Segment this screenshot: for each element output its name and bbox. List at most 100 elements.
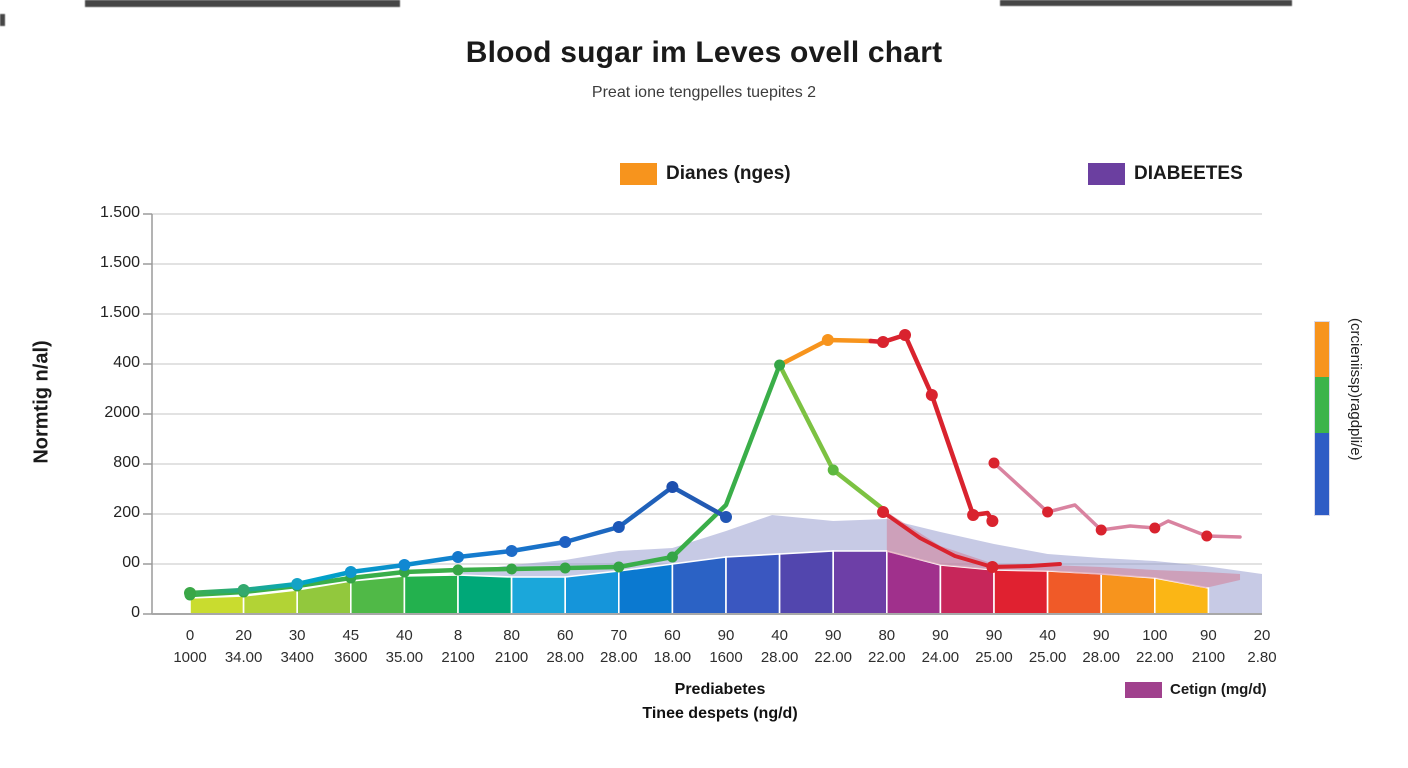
green-line-marker bbox=[559, 562, 571, 574]
legend-label-dianes: Dianes (nges) bbox=[666, 163, 791, 184]
colorbar-segment bbox=[1315, 377, 1329, 433]
x-tick-label-row1: 90 bbox=[985, 627, 1003, 644]
red-upper-line bbox=[868, 332, 995, 524]
x-tick-label-row2: 2100 bbox=[494, 649, 529, 666]
rainbow-bar bbox=[349, 575, 406, 615]
pink-line-marker bbox=[1042, 506, 1054, 518]
x-tick-label-row1: 0 bbox=[185, 627, 195, 644]
rainbow-bar bbox=[778, 550, 835, 615]
blue-line-marker bbox=[505, 545, 518, 557]
x-tick-label-row2: 2.80 bbox=[1247, 649, 1277, 666]
y-tick-label: 00 bbox=[122, 554, 140, 571]
rainbow-bar bbox=[564, 570, 620, 615]
right-colorbar bbox=[1315, 322, 1329, 515]
legend-swatch-dianes bbox=[620, 163, 657, 185]
legend-swatch-cetign bbox=[1125, 682, 1162, 698]
rose-area bbox=[886, 512, 1241, 588]
x-tick-label-row1: 100 bbox=[1142, 627, 1168, 644]
rainbow-bar bbox=[403, 574, 459, 615]
x-tick-label-row1: 90 bbox=[1200, 627, 1217, 644]
x-tick-label-row2: 1600 bbox=[709, 649, 743, 666]
green-line-marker bbox=[506, 563, 518, 575]
green-line-marker bbox=[613, 561, 625, 573]
x-tick-label-row2: 28.00 bbox=[600, 649, 638, 666]
rainbow-bar bbox=[939, 564, 995, 615]
blue-line-marker bbox=[398, 559, 411, 571]
pink-line-marker bbox=[1149, 522, 1161, 534]
blue-line-marker bbox=[720, 511, 732, 523]
x-tick-label-row2: 28.00 bbox=[546, 649, 584, 666]
x-tick-label-row1: 45 bbox=[342, 627, 360, 644]
y-tick-label: 1.500 bbox=[99, 304, 140, 321]
x-tick-label-row1: 40 bbox=[1039, 627, 1056, 644]
pink-line bbox=[992, 461, 1242, 539]
rainbow-bar bbox=[725, 553, 781, 615]
blue-line-marker bbox=[559, 536, 572, 548]
rainbow-bar bbox=[189, 595, 245, 615]
x-tick-label-row2: 2100 bbox=[1191, 649, 1226, 666]
y-tick-label: 1.500 bbox=[99, 204, 140, 221]
legend-label-diabeetes: DIABEETES bbox=[1134, 163, 1243, 184]
chart-title: Blood sugar im Leves ovell chart bbox=[465, 36, 943, 69]
x-tick-label-row2: 3600 bbox=[334, 649, 368, 666]
x-tick-label-row1: 70 bbox=[610, 627, 628, 644]
x-tick-label-row2: 35.00 bbox=[385, 649, 424, 666]
x-tick-label-row2: 22.00 bbox=[868, 649, 906, 666]
x-tick-label-row2: 1000 bbox=[173, 649, 207, 666]
red-lower-line bbox=[881, 510, 1062, 569]
rainbow-bar bbox=[1046, 570, 1102, 615]
red-lower-line-marker bbox=[877, 506, 890, 518]
red-upper-line-marker bbox=[986, 515, 999, 527]
x-tick-label-row1: 8 bbox=[453, 627, 463, 644]
x-tick-label-row1: 90 bbox=[1092, 627, 1110, 644]
x-tick-label-row2: 18.00 bbox=[653, 649, 692, 666]
lightgreen-line-marker bbox=[827, 464, 839, 476]
y-tick-label: 0 bbox=[131, 604, 140, 621]
x-tick-label-row1: 80 bbox=[878, 627, 896, 644]
legend-swatch-diabeetes bbox=[1088, 163, 1125, 185]
y-tick-label: 2000 bbox=[104, 404, 140, 421]
x-axis-title-line2: Tinee despets (ng/d) bbox=[642, 705, 798, 722]
y-tick-label: 1.500 bbox=[99, 254, 140, 271]
x-tick-label-row2: 22.00 bbox=[814, 649, 852, 666]
chart-subtitle: Preat ione tengpelles tuepites 2 bbox=[591, 84, 817, 101]
x-tick-label-row1: 80 bbox=[503, 627, 520, 644]
x-tick-label-row2: 25.00 bbox=[975, 649, 1013, 666]
colorbar-segment bbox=[1315, 433, 1329, 515]
pink-line-marker bbox=[1201, 530, 1213, 542]
y-tick-label: 800 bbox=[113, 454, 140, 471]
x-tick-label-row1: 30 bbox=[288, 627, 306, 644]
pink-line-marker bbox=[988, 457, 1000, 469]
red-upper-line-marker bbox=[925, 389, 938, 401]
rainbow-bar bbox=[457, 574, 513, 615]
x-tick-label-row1: 60 bbox=[664, 627, 681, 644]
x-tick-label-row2: 34.00 bbox=[224, 649, 263, 666]
red-upper-line-marker bbox=[967, 509, 980, 521]
x-tick-label-row1: 40 bbox=[396, 627, 413, 644]
rainbow-bar bbox=[832, 550, 888, 615]
x-tick-label-row2: 25.00 bbox=[1028, 649, 1067, 666]
artifact-smudge-left bbox=[85, 0, 400, 7]
red-upper-line-marker bbox=[877, 336, 890, 348]
red-lower-line-marker bbox=[986, 561, 999, 573]
legend-label-cetign: Cetign (mg/d) bbox=[1170, 681, 1267, 698]
blue-line-marker bbox=[666, 481, 679, 493]
x-tick-label-row2: 24.00 bbox=[921, 649, 960, 666]
artifact-dot-left bbox=[0, 14, 5, 26]
blue-line-marker bbox=[237, 584, 250, 596]
x-tick-label-row2: 28.00 bbox=[760, 649, 799, 666]
blue-line-marker bbox=[612, 521, 625, 533]
x-tick-label-row2: 3400 bbox=[280, 649, 314, 666]
blue-line-marker bbox=[344, 566, 357, 578]
y-tick-label: 400 bbox=[113, 354, 140, 371]
rainbow-bar bbox=[993, 569, 1049, 615]
blue-line-marker bbox=[452, 551, 464, 563]
x-tick-label-row1: 40 bbox=[771, 627, 788, 644]
green-line-marker bbox=[452, 564, 464, 576]
artifact-smudge-right bbox=[1000, 0, 1292, 6]
blue-line-marker bbox=[184, 587, 196, 599]
green-line-marker bbox=[774, 359, 786, 371]
rainbow-bar bbox=[242, 589, 299, 615]
